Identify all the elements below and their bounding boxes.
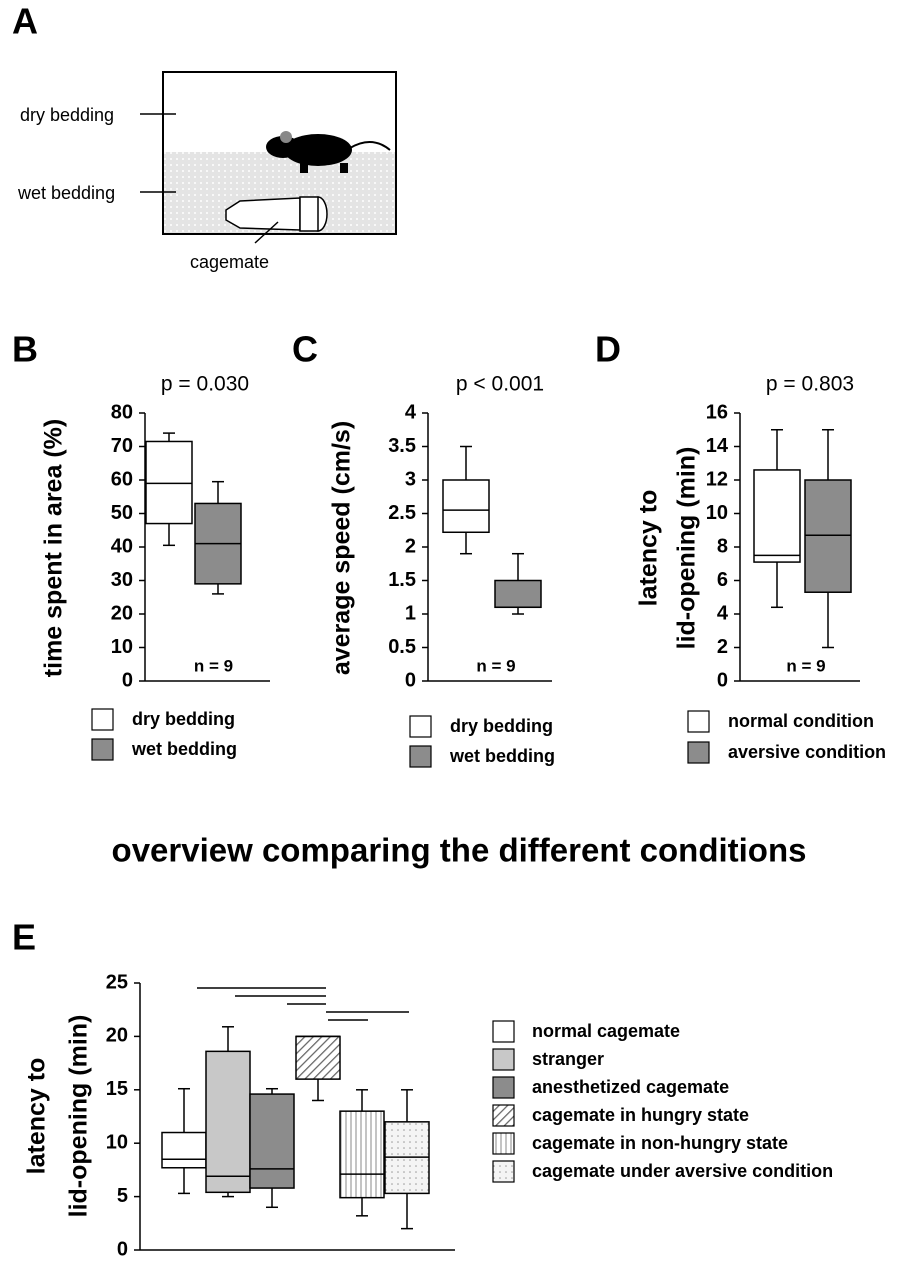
y-tick-label: 10 — [706, 502, 728, 524]
y-tick-label: 16 — [706, 401, 728, 423]
legend-label: normal condition — [728, 711, 874, 731]
annotation: n = 9 — [786, 656, 825, 675]
y-axis-label: lid-opening (min) — [65, 1015, 93, 1218]
y-tick-label: 0 — [122, 669, 133, 691]
y-tick-label: 70 — [111, 435, 133, 457]
y-tick-label: 14 — [706, 435, 729, 457]
y-tick-label: 50 — [111, 502, 133, 524]
box — [442, 479, 490, 534]
diagram-label: dry bedding — [20, 105, 114, 125]
y-tick-label: 0 — [405, 669, 416, 691]
legend-label: stranger — [532, 1049, 604, 1069]
legend-swatch — [91, 708, 114, 731]
cage-diagram — [140, 71, 397, 244]
y-axis-label: latency to — [23, 1058, 51, 1175]
legend-swatch — [409, 745, 432, 768]
box — [753, 469, 801, 563]
y-tick-label: 0 — [717, 669, 728, 691]
legend-swatch — [409, 715, 432, 738]
legend-swatch — [492, 1076, 515, 1099]
y-tick-label: 12 — [706, 468, 728, 490]
y-tick-label: 6 — [717, 569, 728, 591]
y-tick-label: 1.5 — [388, 569, 416, 591]
legend-swatch — [492, 1104, 515, 1127]
y-tick-label: 2 — [717, 636, 728, 658]
y-tick-label: 25 — [106, 971, 128, 993]
legend-label: cagemate under aversive condition — [532, 1161, 833, 1181]
chart-title: p = 0.803 — [766, 373, 854, 396]
y-tick-label: 0.5 — [388, 636, 416, 658]
panel-letter: D — [595, 329, 621, 370]
legend-swatch — [687, 710, 710, 733]
chart-title: p = 0.030 — [161, 373, 249, 396]
box — [339, 1110, 385, 1199]
y-tick-label: 80 — [111, 401, 133, 423]
y-tick-label: 20 — [111, 602, 133, 624]
box — [145, 440, 193, 525]
y-tick-label: 1 — [405, 602, 416, 624]
y-tick-label: 20 — [106, 1025, 128, 1047]
y-tick-label: 30 — [111, 569, 133, 591]
legend-label: wet bedding — [449, 746, 555, 766]
y-axis-label: latency to — [635, 490, 663, 607]
y-tick-label: 40 — [111, 535, 133, 557]
chart-title: p < 0.001 — [456, 373, 544, 396]
y-tick-label: 2.5 — [388, 502, 416, 524]
legend-swatch — [492, 1048, 515, 1071]
box — [295, 1035, 341, 1080]
y-axis-label: average speed (cm/s) — [328, 421, 356, 675]
y-tick-label: 4 — [717, 602, 729, 624]
diagram-label: cagemate — [190, 252, 269, 272]
box — [494, 579, 542, 609]
diagram-label: wet bedding — [17, 183, 115, 203]
annotation: n = 9 — [194, 656, 233, 675]
legend-label: cagemate in non-hungry state — [532, 1133, 788, 1153]
panel-letter: C — [292, 329, 318, 370]
legend-label: wet bedding — [131, 739, 237, 759]
y-tick-label: 10 — [111, 636, 133, 658]
y-tick-label: 10 — [106, 1131, 128, 1153]
y-tick-label: 5 — [117, 1185, 128, 1207]
legend-label: dry bedding — [132, 709, 235, 729]
legend-label: aversive condition — [728, 742, 886, 762]
y-axis-label: lid-opening (min) — [673, 447, 701, 650]
box — [205, 1050, 251, 1194]
box — [161, 1131, 207, 1169]
box — [249, 1093, 295, 1189]
panel-letter: B — [12, 329, 38, 370]
legend-swatch — [91, 738, 114, 761]
y-tick-label: 2 — [405, 535, 416, 557]
legend-label: cagemate in hungry state — [532, 1105, 749, 1125]
y-tick-label: 0 — [117, 1238, 128, 1260]
y-tick-label: 3.5 — [388, 435, 416, 457]
y-tick-label: 60 — [111, 468, 133, 490]
y-tick-label: 15 — [106, 1078, 128, 1100]
panel-letter: A — [12, 1, 38, 42]
y-axis-label: time spent in area (%) — [40, 419, 68, 677]
y-tick-label: 8 — [717, 535, 728, 557]
panel-letter: E — [12, 917, 36, 958]
annotation: n = 9 — [476, 656, 515, 675]
legend-label: normal cagemate — [532, 1021, 680, 1041]
section-title: overview comparing the different conditi… — [112, 832, 807, 869]
y-tick-label: 3 — [405, 468, 416, 490]
legend-label: dry bedding — [450, 716, 553, 736]
legend-swatch — [687, 741, 710, 764]
significance-bars — [197, 987, 409, 1021]
legend-swatch — [492, 1132, 515, 1155]
legend-swatch — [492, 1160, 515, 1183]
legend-swatch — [492, 1020, 515, 1043]
y-tick-label: 4 — [405, 401, 417, 423]
box — [804, 479, 852, 593]
legend-label: anesthetized cagemate — [532, 1077, 729, 1097]
